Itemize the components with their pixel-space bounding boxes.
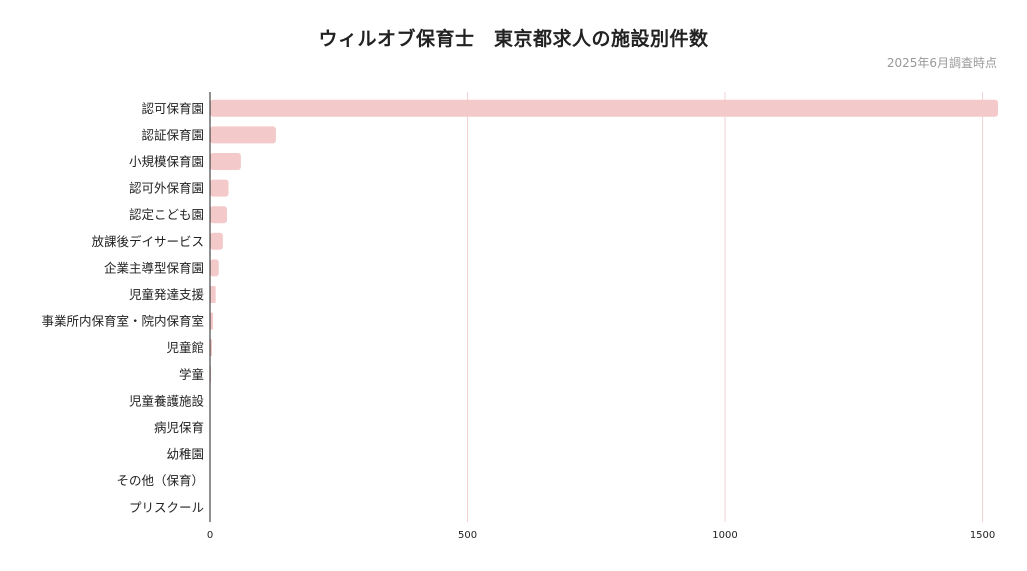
category-label: 認可外保育園: [129, 181, 204, 196]
category-label: プリスクール: [129, 500, 204, 515]
category-label: 認可保育園: [141, 101, 204, 116]
bar: [210, 339, 213, 357]
category-label: 認定こども園: [129, 207, 204, 222]
chart-subtitle: 2025年6月調査時点: [886, 56, 997, 70]
bar: [210, 153, 241, 170]
bar: [210, 206, 227, 224]
category-label: その他（保育）: [116, 473, 204, 488]
bar: [210, 179, 229, 197]
x-tick-label: 500: [458, 530, 477, 541]
category-label: 企業主導型保育園: [104, 260, 204, 275]
category-label: 児童発達支援: [129, 287, 205, 302]
x-tick-labels: 0 500 1000 1500: [207, 530, 995, 541]
bar: [210, 126, 276, 144]
category-labels: 認可保育園認証保育園小規模保育園認可外保育園認定こども園放課後デイサービス企業主…: [41, 101, 204, 515]
x-tick-label: 1000: [712, 530, 737, 541]
gridlines: [467, 92, 984, 522]
x-tick-label: 0: [207, 530, 213, 541]
bar: [210, 259, 219, 277]
x-tick-label: 1500: [970, 530, 995, 541]
bar: [210, 99, 998, 117]
category-label: 幼稚園: [166, 447, 204, 462]
category-label: 認証保育園: [141, 127, 204, 142]
category-label: 小規模保育園: [129, 154, 204, 169]
bar: [210, 232, 223, 250]
bar: [210, 286, 216, 303]
category-label: 病児保育: [154, 420, 204, 435]
category-label: 児童館: [166, 340, 204, 355]
bars: [210, 99, 998, 463]
category-label: 学童: [179, 367, 204, 382]
category-label: 放課後デイサービス: [91, 234, 204, 249]
category-label: 児童養護施設: [129, 393, 205, 408]
bar: [210, 312, 214, 330]
category-label: 事業所内保育室・院内保育室: [41, 314, 204, 329]
chart-title: ウィルオブ保育士 東京都求人の施設別件数: [318, 28, 709, 50]
